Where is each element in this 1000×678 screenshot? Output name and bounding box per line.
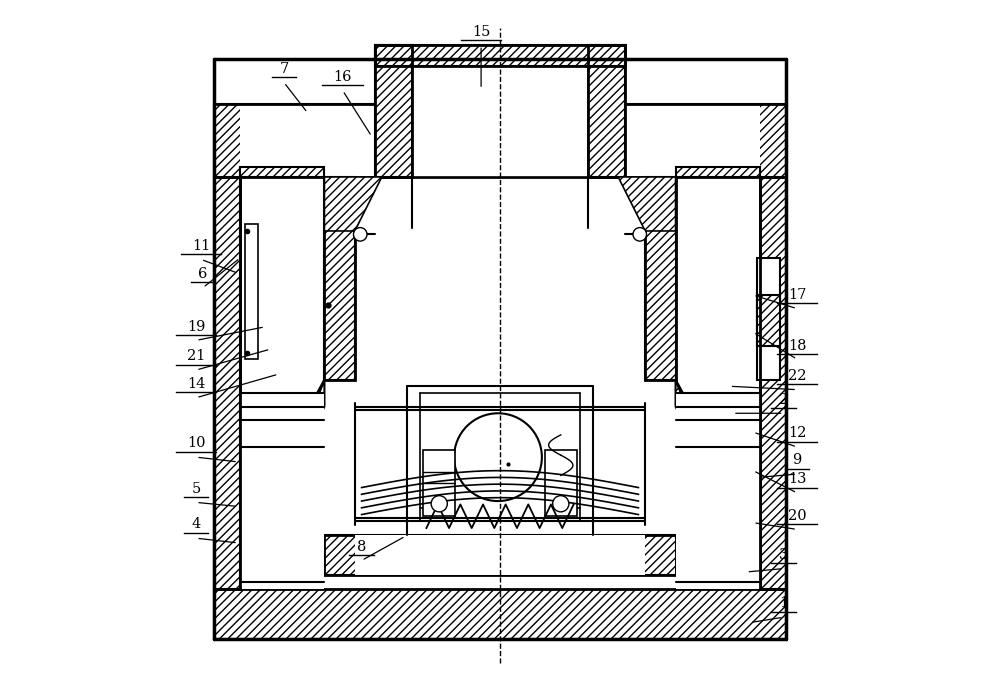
Bar bbox=[214, 177, 240, 589]
Bar bbox=[588, 45, 625, 177]
Polygon shape bbox=[240, 380, 324, 589]
Polygon shape bbox=[618, 177, 676, 231]
Text: 13: 13 bbox=[788, 472, 806, 486]
Polygon shape bbox=[676, 380, 760, 589]
Bar bbox=[240, 177, 760, 589]
Text: 8: 8 bbox=[357, 540, 366, 554]
Polygon shape bbox=[240, 380, 324, 589]
Text: 1: 1 bbox=[779, 597, 788, 610]
Text: 3: 3 bbox=[779, 548, 788, 562]
Text: 15: 15 bbox=[472, 24, 490, 39]
Bar bbox=[423, 450, 455, 516]
Bar bbox=[676, 393, 760, 589]
Text: 12: 12 bbox=[788, 426, 806, 440]
Bar bbox=[214, 104, 786, 177]
Polygon shape bbox=[240, 167, 324, 177]
Bar bbox=[760, 177, 786, 589]
Bar bbox=[757, 295, 780, 346]
Text: 11: 11 bbox=[192, 239, 210, 253]
Bar bbox=[375, 45, 412, 177]
Text: 6: 6 bbox=[198, 267, 208, 281]
Bar bbox=[412, 66, 588, 177]
Text: 14: 14 bbox=[187, 377, 205, 391]
Circle shape bbox=[553, 496, 569, 512]
Bar bbox=[214, 589, 786, 639]
Bar bbox=[375, 45, 625, 66]
Circle shape bbox=[454, 414, 542, 501]
Bar bbox=[240, 393, 324, 589]
Bar bbox=[355, 535, 645, 576]
Bar bbox=[240, 104, 760, 177]
Text: 19: 19 bbox=[187, 319, 205, 334]
Bar bbox=[757, 258, 780, 380]
Bar bbox=[324, 177, 355, 380]
Polygon shape bbox=[676, 380, 760, 589]
Bar bbox=[324, 535, 676, 576]
Text: 18: 18 bbox=[788, 338, 806, 353]
Text: 20: 20 bbox=[788, 508, 806, 523]
Bar bbox=[588, 45, 625, 177]
Circle shape bbox=[353, 228, 367, 241]
Text: 22: 22 bbox=[788, 369, 806, 383]
Text: 2: 2 bbox=[779, 393, 788, 407]
Circle shape bbox=[431, 496, 447, 512]
Bar bbox=[545, 450, 577, 516]
Text: 16: 16 bbox=[333, 70, 352, 84]
Bar bbox=[214, 104, 786, 177]
Text: 5: 5 bbox=[192, 481, 201, 496]
Bar bbox=[645, 177, 676, 380]
Bar bbox=[355, 177, 645, 535]
Bar bbox=[324, 535, 676, 576]
Bar bbox=[214, 589, 786, 639]
Text: 17: 17 bbox=[788, 288, 806, 302]
Polygon shape bbox=[324, 177, 382, 231]
Bar bbox=[375, 45, 412, 177]
Bar bbox=[214, 177, 240, 589]
Circle shape bbox=[633, 228, 647, 241]
Text: 4: 4 bbox=[192, 517, 201, 532]
Text: 9: 9 bbox=[792, 454, 802, 467]
Bar bbox=[760, 177, 786, 589]
Text: 21: 21 bbox=[187, 349, 205, 363]
Polygon shape bbox=[676, 167, 760, 177]
Text: 7: 7 bbox=[279, 62, 289, 76]
Bar bbox=[245, 224, 258, 359]
Bar bbox=[645, 177, 676, 380]
Bar bbox=[375, 45, 625, 66]
Bar bbox=[324, 177, 355, 380]
Text: 10: 10 bbox=[187, 437, 205, 450]
